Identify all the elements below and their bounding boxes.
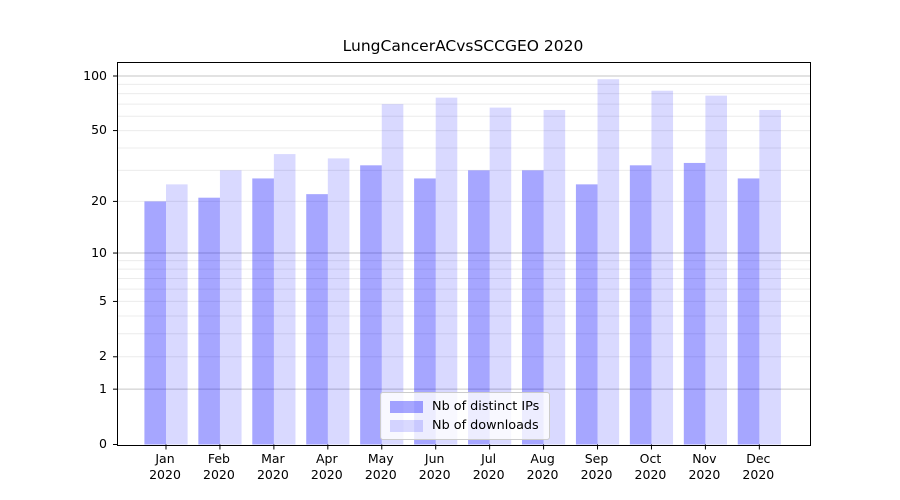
- bar-distinct-ips-jun: [414, 178, 436, 445]
- bar-distinct-ips-jan: [144, 201, 166, 445]
- bar-distinct-ips-dec: [737, 178, 760, 445]
- x-tick-label-nov: Nov 2020: [688, 450, 721, 483]
- x-tick-label-aug: Aug 2020: [526, 450, 559, 483]
- y-tick-label-20: 20: [91, 192, 107, 208]
- plot-area: [113, 62, 811, 450]
- y-tick-label-10: 10: [91, 244, 107, 260]
- bar-downloads-dec: [759, 109, 781, 445]
- bar-distinct-ips-jul: [468, 170, 490, 445]
- bar-downloads-may: [381, 104, 404, 445]
- x-tick-label-apr: Apr 2020: [310, 450, 343, 483]
- bar-distinct-ips-feb: [198, 197, 220, 445]
- x-tick-label-dec: Dec 2020: [742, 450, 775, 483]
- bar-downloads-aug: [543, 109, 566, 445]
- legend-row-downloads: Nb of downloads: [390, 418, 539, 433]
- y-tick-label-2: 2: [99, 348, 107, 364]
- bar-downloads-jan: [166, 184, 188, 445]
- bar-distinct-ips-mar: [252, 178, 274, 445]
- x-tick-label-oct: Oct 2020: [634, 450, 667, 483]
- bar-distinct-ips-apr: [306, 194, 328, 445]
- legend-label-downloads: Nb of downloads: [432, 418, 539, 433]
- x-tick-label-mar: Mar 2020: [256, 450, 289, 483]
- x-tick-label-may: May 2020: [364, 450, 397, 483]
- y-tick-label-100: 100: [83, 67, 107, 83]
- legend-swatch-distinct-ips: [390, 400, 423, 413]
- legend-row-distinct-ips: Nb of distinct IPs: [390, 399, 539, 414]
- y-tick-label-1: 1: [99, 380, 107, 396]
- bar-downloads-nov: [705, 95, 727, 445]
- bar-downloads-jun: [435, 97, 458, 445]
- y-tick-label-50: 50: [91, 122, 107, 138]
- x-tick-label-jan: Jan 2020: [149, 450, 181, 483]
- bar-downloads-jul: [489, 107, 512, 445]
- bar-downloads-sep: [597, 79, 620, 445]
- bar-distinct-ips-may: [360, 165, 382, 445]
- bar-downloads-feb: [219, 170, 242, 445]
- x-tick-label-jul: Jul 2020: [472, 450, 505, 483]
- x-tick-label-feb: Feb 2020: [203, 450, 235, 483]
- x-tick-label-jun: Jun 2020: [418, 450, 451, 483]
- chart-canvas: [113, 75, 810, 450]
- bar-downloads-apr: [327, 158, 350, 445]
- bar-downloads-mar: [273, 154, 296, 445]
- y-tick-label-0: 0: [99, 436, 107, 451]
- bar-downloads-oct: [651, 90, 674, 445]
- x-tick-label-sep: Sep 2020: [580, 450, 613, 483]
- bar-distinct-ips-sep: [575, 184, 598, 445]
- chart-title: LungCancerACvsSCCGEO 2020: [342, 37, 584, 55]
- bar-distinct-ips-nov: [683, 162, 706, 445]
- legend-swatch-downloads: [390, 419, 423, 432]
- legend: Nb of distinct IPs Nb of downloads: [380, 392, 551, 440]
- legend-label-distinct-ips: Nb of distinct IPs: [432, 399, 540, 414]
- bar-distinct-ips-aug: [521, 170, 544, 445]
- y-tick-label-5: 5: [99, 292, 107, 308]
- bar-distinct-ips-oct: [629, 165, 652, 445]
